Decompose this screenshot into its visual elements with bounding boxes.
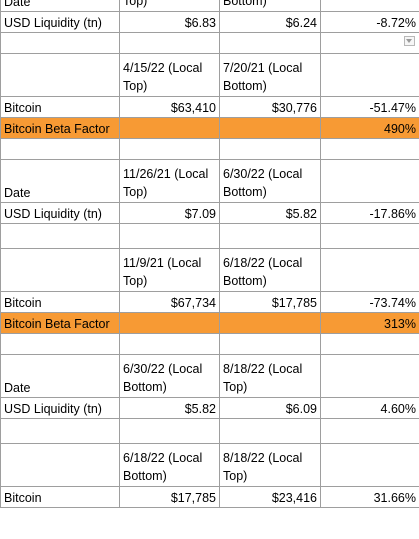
- value-cell[interactable]: 31.66%: [320, 486, 419, 508]
- value-cell[interactable]: [320, 418, 419, 444]
- filter-dropdown-icon[interactable]: [404, 36, 415, 46]
- value-cell[interactable]: $6.09: [219, 397, 321, 419]
- value-cell[interactable]: $67,734: [119, 291, 220, 313]
- value-cell[interactable]: $23,416: [219, 486, 321, 508]
- row-label-cell[interactable]: Bitcoin: [0, 291, 120, 313]
- value-cell[interactable]: [219, 117, 321, 139]
- value-cell[interactable]: -51.47%: [320, 96, 419, 118]
- value-cell[interactable]: [320, 53, 419, 97]
- spreadsheet-row: [0, 333, 419, 355]
- value-cell[interactable]: [119, 418, 220, 444]
- spreadsheet-row: USD Liquidity (tn) $7.09 $5.82 -17.86%: [0, 202, 419, 224]
- spreadsheet-row: 6/18/22 (Local Bottom) 8/18/22 (Local Top…: [0, 443, 419, 487]
- value-cell[interactable]: 6/30/22 (Local Bottom): [119, 354, 220, 398]
- value-cell[interactable]: [119, 333, 220, 355]
- value-cell[interactable]: 6/18/22 (Local Bottom): [119, 443, 220, 487]
- value-cell[interactable]: $63,410: [119, 96, 220, 118]
- value-cell[interactable]: [320, 354, 419, 398]
- value-cell[interactable]: 11/9/21 (Local Top): [119, 248, 220, 292]
- spreadsheet-row: Bitcoin $67,734 $17,785 -73.74%: [0, 291, 419, 313]
- value-cell[interactable]: 6/30/22 (Local Bottom): [219, 159, 321, 203]
- value-cell[interactable]: [320, 0, 419, 12]
- value-cell[interactable]: [320, 138, 419, 160]
- value-cell[interactable]: $5.82: [219, 202, 321, 224]
- value-cell[interactable]: -8.72%: [320, 11, 419, 33]
- row-label-cell[interactable]: Date: [0, 0, 120, 12]
- value-cell[interactable]: 4/15/22 (Local Top): [119, 53, 220, 97]
- value-cell[interactable]: -17.86%: [320, 202, 419, 224]
- value-cell[interactable]: [320, 223, 419, 249]
- value-cell[interactable]: Top): [119, 0, 220, 12]
- row-label-cell[interactable]: Bitcoin: [0, 96, 120, 118]
- value-cell[interactable]: [320, 159, 419, 203]
- value-cell[interactable]: [219, 333, 321, 355]
- value-cell[interactable]: [320, 333, 419, 355]
- value-cell[interactable]: [219, 312, 321, 334]
- spreadsheet-row: 11/9/21 (Local Top) 6/18/22 (Local Bottom…: [0, 248, 419, 292]
- row-label-cell[interactable]: USD Liquidity (tn): [0, 397, 120, 419]
- value-cell[interactable]: 4.60%: [320, 397, 419, 419]
- spreadsheet-row: [0, 32, 419, 54]
- value-cell[interactable]: [219, 418, 321, 444]
- spreadsheet-row: Bitcoin Beta Factor 313%: [0, 312, 419, 334]
- value-cell[interactable]: [119, 223, 220, 249]
- spreadsheet-row: [0, 138, 419, 160]
- row-label-cell[interactable]: Bitcoin Beta Factor: [0, 312, 120, 334]
- row-label-cell[interactable]: [0, 53, 120, 97]
- value-cell[interactable]: 8/18/22 (Local Top): [219, 443, 321, 487]
- spreadsheet-row: Date 11/26/21 (Local Top) 6/30/22 (Local B…: [0, 159, 419, 203]
- row-label-cell[interactable]: [0, 443, 120, 487]
- row-label-cell[interactable]: USD Liquidity (tn): [0, 11, 120, 33]
- value-cell[interactable]: [219, 223, 321, 249]
- spreadsheet-row: USD Liquidity (tn) $6.83 $6.24 -8.72%: [0, 11, 419, 33]
- row-label-cell[interactable]: [0, 248, 120, 292]
- spreadsheet-row: Date Top) Bottom): [0, 0, 419, 12]
- spreadsheet-row: 4/15/22 (Local Top) 7/20/21 (Local Bottom…: [0, 53, 419, 97]
- value-cell[interactable]: $6.24: [219, 11, 321, 33]
- value-cell[interactable]: Bottom): [219, 0, 321, 12]
- row-label-cell[interactable]: Bitcoin Beta Factor: [0, 117, 120, 139]
- value-cell[interactable]: $17,785: [119, 486, 220, 508]
- value-cell[interactable]: $5.82: [119, 397, 220, 419]
- spreadsheet-row: [0, 223, 419, 249]
- value-cell[interactable]: [119, 32, 220, 54]
- value-cell[interactable]: 8/18/22 (Local Top): [219, 354, 321, 398]
- spreadsheet-row: Bitcoin $63,410 $30,776 -51.47%: [0, 96, 419, 118]
- value-cell[interactable]: [320, 248, 419, 292]
- value-cell[interactable]: [219, 138, 321, 160]
- value-cell[interactable]: $6.83: [119, 11, 220, 33]
- value-cell[interactable]: $7.09: [119, 202, 220, 224]
- value-cell[interactable]: 7/20/21 (Local Bottom): [219, 53, 321, 97]
- row-label-cell[interactable]: [0, 223, 120, 249]
- value-cell[interactable]: $17,785: [219, 291, 321, 313]
- value-cell[interactable]: [119, 138, 220, 160]
- row-label-cell[interactable]: Date: [0, 159, 120, 203]
- value-cell[interactable]: [320, 443, 419, 487]
- row-label-cell[interactable]: Bitcoin: [0, 486, 120, 508]
- row-label-cell[interactable]: [0, 32, 120, 54]
- spreadsheet-row: Bitcoin $17,785 $23,416 31.66%: [0, 486, 419, 508]
- value-cell[interactable]: [219, 32, 321, 54]
- value-cell[interactable]: 11/26/21 (Local Top): [119, 159, 220, 203]
- row-label-cell[interactable]: [0, 418, 120, 444]
- spreadsheet-row: [0, 418, 419, 444]
- row-label-cell[interactable]: USD Liquidity (tn): [0, 202, 120, 224]
- spreadsheet-row: Date 6/30/22 (Local Bottom) 8/18/22 (Local…: [0, 354, 419, 398]
- value-cell[interactable]: 6/18/22 (Local Bottom): [219, 248, 321, 292]
- spreadsheet-row: USD Liquidity (tn) $5.82 $6.09 4.60%: [0, 397, 419, 419]
- value-cell[interactable]: [119, 117, 220, 139]
- value-cell[interactable]: [119, 312, 220, 334]
- value-cell[interactable]: [320, 32, 419, 54]
- spreadsheet-row: Bitcoin Beta Factor 490%: [0, 117, 419, 139]
- value-cell[interactable]: 490%: [320, 117, 419, 139]
- value-cell[interactable]: $30,776: [219, 96, 321, 118]
- row-label-cell[interactable]: [0, 333, 120, 355]
- spreadsheet-grid: Date Top) Bottom) USD Liquidity (tn) $6.83 $6…: [0, 0, 419, 508]
- row-label-cell[interactable]: Date: [0, 354, 120, 398]
- value-cell[interactable]: 313%: [320, 312, 419, 334]
- row-label-cell[interactable]: [0, 138, 120, 160]
- value-cell[interactable]: -73.74%: [320, 291, 419, 313]
